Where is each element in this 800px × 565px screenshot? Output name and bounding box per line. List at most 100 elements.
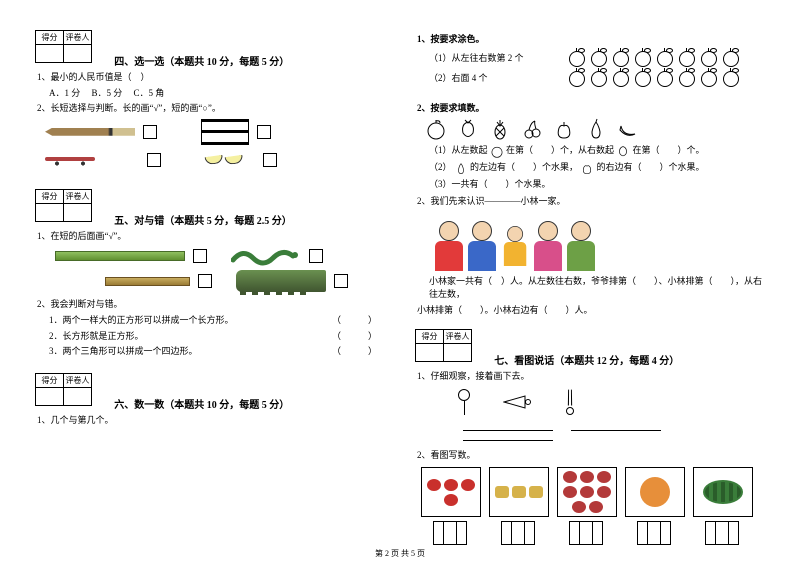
answer-grid[interactable] (489, 521, 549, 549)
answer-grid[interactable] (693, 521, 753, 549)
grader-cell[interactable] (64, 387, 92, 405)
s5-q2: 2、我会判断对与错。 (37, 298, 380, 311)
apple-outline-icon[interactable] (635, 51, 651, 67)
score-cell[interactable] (416, 344, 444, 362)
count-card (489, 467, 549, 517)
apple-outline-icon[interactable] (679, 51, 695, 67)
snake-icon (231, 246, 301, 266)
apple-outline-icon[interactable] (679, 71, 695, 87)
p3-t2: 小林排第（ ）。小林右边有（ ）人。 (417, 304, 770, 317)
p2-b1: （2） (429, 162, 452, 172)
score-cell[interactable] (36, 203, 64, 221)
paren[interactable]: （ ） (332, 314, 380, 327)
cherry-icon (521, 118, 543, 140)
apple-outline-icon[interactable] (613, 71, 629, 87)
score-label: 得分 (416, 330, 444, 344)
score-box-s5: 得分 评卷人 (35, 189, 92, 222)
berry-item-icon (597, 471, 611, 483)
blank-line[interactable] (571, 421, 661, 431)
apple-outline-icon[interactable] (635, 71, 651, 87)
pepper-item-icon (529, 486, 543, 498)
checkbox[interactable] (198, 274, 212, 288)
apple-outline-icon[interactable] (591, 51, 607, 67)
apple-icon (553, 118, 575, 140)
watermelon-item-icon (703, 480, 743, 504)
checkbox[interactable] (193, 249, 207, 263)
p1-a: （1）从左往右数第 2 个 (429, 52, 559, 65)
person-icon (503, 226, 526, 266)
score-box-s6: 得分 评卷人 (35, 373, 92, 406)
apple-outline-icon[interactable] (569, 71, 585, 87)
s5-q2b-row: 2．长方形就是正方形。 （ ） (49, 330, 380, 343)
score-label: 得分 (36, 373, 64, 387)
page-footer: 第 2 页 共 5 页 (0, 548, 800, 559)
apple-outline-icon[interactable] (723, 71, 739, 87)
s4-q1-c: C．5 角 (134, 88, 165, 98)
section-7-title: 七、看图说话（本题共 12 分，每题 4 分） (494, 352, 679, 367)
checkbox[interactable] (147, 153, 161, 167)
checkbox[interactable] (143, 125, 157, 139)
score-cell[interactable] (36, 387, 64, 405)
checkbox[interactable] (263, 153, 277, 167)
count-card (557, 467, 617, 517)
apple-item-icon (444, 494, 458, 506)
apple-outline-icon[interactable] (723, 51, 739, 67)
p2-a2: 在第（ ）个，从右数起 (506, 145, 614, 155)
apple-outline-icon[interactable] (613, 51, 629, 67)
grader-cell[interactable] (64, 45, 92, 63)
count-card (421, 467, 481, 517)
person-icon (533, 221, 562, 271)
blank-line[interactable] (463, 431, 553, 441)
grader-cell[interactable] (444, 344, 472, 362)
p3-title: 2、我们先来认识————小林一家。 (417, 195, 770, 208)
checkbox[interactable] (334, 274, 348, 288)
apple-outline-icon[interactable] (701, 71, 717, 87)
section-6-title: 六、数一数（本题共 10 分，每题 5 分） (114, 396, 289, 411)
score-label: 得分 (36, 31, 64, 45)
p2-title: 2、按要求填数。 (417, 102, 770, 115)
apple-item-icon (461, 479, 475, 491)
pineapple-icon (489, 118, 511, 140)
ruler-short-icon (105, 277, 190, 286)
s4-q2: 2、长短选择与判断。长的画“√”，短的画“○”。 (37, 102, 380, 115)
berry-item-icon (563, 471, 577, 483)
grader-cell[interactable] (64, 203, 92, 221)
berry-item-icon (589, 501, 603, 513)
flag-shape-icon (503, 394, 533, 410)
checkbox[interactable] (257, 125, 271, 139)
checkbox[interactable] (309, 249, 323, 263)
apple-outline-icon[interactable] (657, 51, 673, 67)
p2-a1: （1）从左数起 (429, 145, 488, 155)
answer-grid[interactable] (557, 521, 617, 549)
score-box-s7: 得分 评卷人 (415, 329, 472, 362)
pear-small-icon (454, 161, 468, 175)
pepper-item-icon (512, 486, 526, 498)
count-answer-boxes (421, 521, 770, 549)
paren[interactable]: （ ） (332, 330, 380, 343)
berry-item-icon (597, 486, 611, 498)
s4-q1-a: A．1 分 (49, 88, 80, 98)
blank-line[interactable] (463, 421, 553, 431)
paren[interactable]: （ ） (332, 345, 380, 358)
apple-outline-icon[interactable] (569, 51, 585, 67)
apple-outline-icon[interactable] (701, 51, 717, 67)
s5-row1 (55, 246, 380, 266)
p2-b2: 的左边有（ ）个水果， (470, 162, 578, 172)
p1-title: 1、按要求涂色。 (417, 33, 770, 46)
answer-grid[interactable] (625, 521, 685, 549)
score-box-s4: 得分 评卷人 (35, 30, 92, 63)
peach-icon (425, 118, 447, 140)
s4-q1-b: B．5 分 (92, 88, 123, 98)
person-icon (468, 221, 497, 271)
s5-row2 (55, 270, 380, 292)
s4-q1: 1、最小的人民币值是（ ） (37, 71, 380, 84)
skateboard-icon (45, 154, 95, 166)
answer-grid[interactable] (421, 521, 481, 549)
count-cards-row (421, 467, 770, 517)
s5-q2a-row: 1．两个一样大的正方形可以拼成一个长方形。 （ ） (49, 314, 380, 327)
page: 得分 评卷人 四、选一选（本题共 10 分，每题 5 分） 1、最小的人民币值是… (0, 0, 800, 540)
apple-outline-icon[interactable] (657, 71, 673, 87)
apple-outline-icon[interactable] (591, 71, 607, 87)
section-5-title: 五、对与错（本题共 5 分，每题 2.5 分） (114, 212, 292, 227)
score-cell[interactable] (36, 45, 64, 63)
